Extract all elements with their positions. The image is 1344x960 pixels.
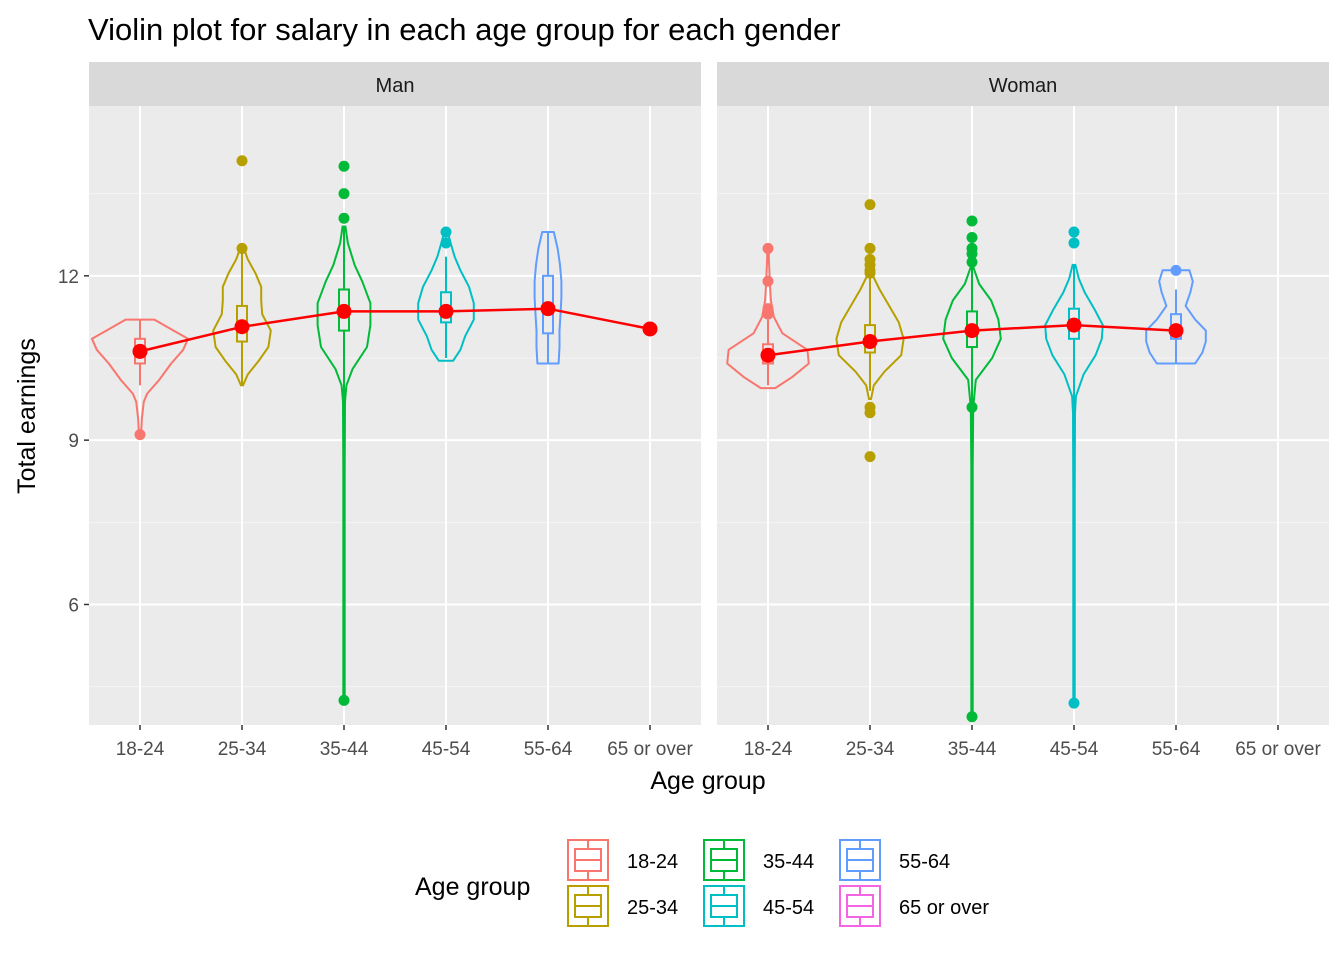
- legend-item: 55-64: [838, 838, 950, 882]
- facet-strip-label: Woman: [989, 75, 1058, 97]
- legend-item: 45-54: [702, 884, 814, 928]
- x-tick-label: 55-64: [1152, 739, 1201, 760]
- outlier-point: [762, 303, 774, 315]
- legend-label: 55-64: [899, 851, 950, 873]
- outlier-point: [966, 711, 978, 723]
- legend-label: 45-54: [763, 897, 814, 919]
- x-tick-label: 45-54: [1050, 739, 1099, 760]
- outlier-point: [762, 275, 774, 287]
- y-tick-label: 12: [58, 267, 79, 288]
- mean-point: [642, 321, 658, 337]
- y-axis-title: Total earnings: [13, 338, 41, 494]
- outlier-point: [864, 199, 876, 211]
- outlier-point: [864, 451, 876, 463]
- outlier-point: [966, 215, 978, 227]
- panel-background: [717, 106, 1329, 725]
- legend-item: 18-24: [566, 838, 678, 882]
- legend: Age group 18-24 25-34 35-44 45-54 55-64 65 or…: [415, 838, 989, 928]
- x-tick-label: 25-34: [846, 739, 895, 760]
- outlier-point: [864, 401, 876, 413]
- mean-line: [139, 307, 651, 353]
- outlier-point: [864, 242, 876, 254]
- violin-shape: [91, 318, 189, 436]
- x-tick-label: 35-44: [320, 739, 369, 760]
- panel-background: [89, 106, 701, 725]
- x-tick-label: 65 or over: [1235, 739, 1321, 760]
- mean-point: [438, 303, 454, 319]
- outlier-point: [338, 160, 350, 172]
- group-55-64: [1145, 264, 1207, 365]
- outlier-point: [966, 242, 978, 254]
- mean-point: [862, 334, 878, 350]
- violin-shape: [1044, 263, 1104, 705]
- x-tick-label: 25-34: [218, 739, 267, 760]
- outlier-point: [966, 256, 978, 268]
- chart-title: Violin plot for salary in each age group…: [88, 12, 841, 47]
- outlier-point: [236, 155, 248, 167]
- outlier-point: [1068, 697, 1080, 709]
- outlier-point: [1170, 264, 1182, 276]
- legend-item: 35-44: [702, 838, 814, 882]
- mean-point: [132, 343, 148, 359]
- outlier-point: [762, 242, 774, 254]
- legend-label: 65 or over: [899, 897, 989, 919]
- legend-item: 25-34: [566, 884, 678, 928]
- x-tick-label: 35-44: [948, 739, 997, 760]
- outlier-point: [134, 429, 146, 441]
- outlier-point: [338, 694, 350, 706]
- mean-point: [540, 301, 556, 317]
- legend-item: 65 or over: [838, 884, 989, 928]
- outlier-point: [1068, 226, 1080, 238]
- y-tick-label: 9: [68, 431, 79, 452]
- legend-label: 25-34: [627, 897, 678, 919]
- outlier-point: [864, 253, 876, 265]
- mean-point: [760, 347, 776, 363]
- outlier-point: [1068, 237, 1080, 249]
- facet-strip-label: Man: [376, 75, 415, 97]
- x-tick-label: 18-24: [744, 739, 793, 760]
- x-tick-label: 18-24: [116, 739, 165, 760]
- mean-point: [336, 303, 352, 319]
- x-tick-label: 65 or over: [607, 739, 693, 760]
- outlier-point: [440, 226, 452, 238]
- legend-label: 18-24: [627, 851, 678, 873]
- x-axis-title: Age group: [650, 767, 765, 795]
- facet-panel-man: Man 6 9 12 18-24 25-34 35-44 45-54 55-64 65 or ov…: [58, 62, 701, 760]
- violin-shape: [533, 231, 563, 365]
- y-tick-label: 6: [68, 595, 79, 616]
- violin-shape: [1145, 269, 1207, 365]
- mean-point: [1066, 317, 1082, 333]
- x-tick-label: 55-64: [524, 739, 573, 760]
- facet-strip: [717, 62, 1329, 106]
- mean-point: [1168, 323, 1184, 339]
- outlier-point: [966, 401, 978, 413]
- facet-panel-woman: Woman 18-24 25-34 35-44 45-54 55-64 65 or over: [717, 62, 1329, 760]
- outlier-point: [966, 231, 978, 243]
- legend-label: 35-44: [763, 851, 814, 873]
- outlier-point: [236, 242, 248, 254]
- mean-point: [964, 323, 980, 339]
- x-tick-label: 45-54: [422, 739, 471, 760]
- outlier-point: [338, 212, 350, 224]
- facet-strip: [89, 62, 701, 106]
- outlier-point: [338, 188, 350, 200]
- outlier-point: [440, 237, 452, 249]
- mean-point: [234, 319, 250, 335]
- legend-title: Age group: [415, 873, 530, 901]
